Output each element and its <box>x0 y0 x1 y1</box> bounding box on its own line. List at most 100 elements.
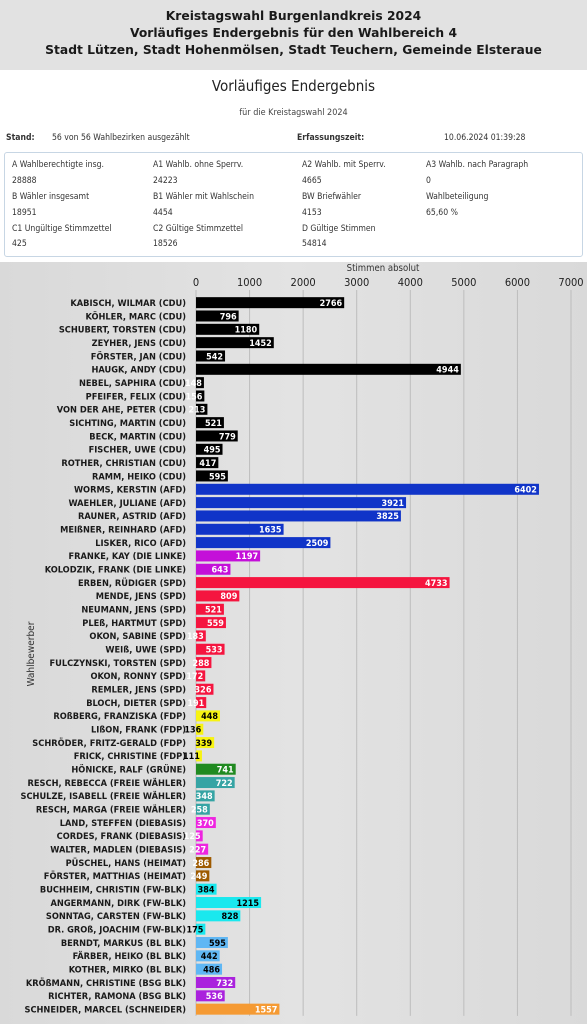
bar-value-label: 1557 <box>255 1005 278 1015</box>
x-tick-label: 5000 <box>451 276 476 289</box>
x-axis-label: Stimmen absolut <box>347 263 420 274</box>
bar-value-label: 1197 <box>236 552 259 562</box>
candidate-label: WORMS, KERSTIN (AFD) <box>74 485 186 496</box>
x-tick-label: 2000 <box>291 276 316 289</box>
candidate-label: FRANKE, KAY (DIE LINKE) <box>68 551 186 562</box>
bar-value-label: 288 <box>193 659 210 669</box>
bar-value-label: 533 <box>206 646 223 656</box>
candidate-label: FÖRSTER, JAN (CDU) <box>91 351 187 362</box>
stat-value: 54814 <box>302 239 327 249</box>
x-tick-label: 1000 <box>237 276 262 289</box>
x-tick-label: 0 <box>193 276 199 289</box>
candidate-label: SONNTAG, CARSTEN (FW-BLK) <box>46 911 186 922</box>
stat-label: B Wähler insgesamt <box>12 192 90 202</box>
candidate-label: PFEIFER, FELIX (CDU) <box>86 391 187 402</box>
stat-label: BW Briefwähler <box>302 192 362 202</box>
x-tick-label: 6000 <box>505 276 530 289</box>
result-summary-panel: Vorläufiges Endergebnis für die Kreistag… <box>0 70 587 262</box>
bar-value-label: 384 <box>198 885 215 895</box>
stats-box: A Wahlberechtigte insg. 28888 A1 Wahlb. … <box>4 152 583 257</box>
bar-value-label: 326 <box>195 686 212 696</box>
bar <box>196 790 215 802</box>
bar <box>196 910 241 922</box>
bar <box>196 470 228 482</box>
x-tick-label: 3000 <box>344 276 369 289</box>
bar-value-label: 2509 <box>306 539 329 549</box>
candidate-labels: KABISCH, WILMAR (CDU) KÖHLER, MARC (CDU) S… <box>21 298 187 1015</box>
bar-value-label: 183 <box>187 632 204 642</box>
candidate-label: ZEYHER, JENS (CDU) <box>92 338 187 349</box>
bar <box>196 363 461 375</box>
candidate-label: KRÖßMANN, CHRISTINE (BSG BLK) <box>26 978 186 989</box>
bar-value-label: 175 <box>186 925 203 935</box>
bar <box>196 323 260 335</box>
bar-value-label: 258 <box>191 806 208 816</box>
bar <box>196 937 228 949</box>
candidate-label: VON DER AHE, PETER (CDU) <box>57 405 186 416</box>
stat-value: 18526 <box>153 239 178 249</box>
stand-value: 56 von 56 Wahlbezirken ausgezählt <box>52 133 190 143</box>
bar <box>196 897 262 909</box>
bar <box>196 350 226 362</box>
bar <box>196 577 450 589</box>
stat-value: 4665 <box>302 176 322 186</box>
stat-label: A1 Wahlb. ohne Sperrv. <box>153 160 244 170</box>
bar-value-label: 828 <box>221 912 238 922</box>
bar-value-label: 536 <box>206 992 223 1002</box>
candidate-label: WAEHLER, JULIANE (AFD) <box>68 498 186 509</box>
candidate-label: LAND, STEFFEN (DIEBASIS) <box>60 818 186 829</box>
bar-value-label: 2766 <box>320 299 343 309</box>
bar <box>196 337 274 349</box>
candidate-label: FULCZYNSKI, TORSTEN (SPD) <box>49 658 186 669</box>
bar-value-label: 643 <box>212 566 229 576</box>
bar-value-label: 1452 <box>249 339 272 349</box>
candidate-label: NEBEL, SAPHIRA (CDU) <box>79 378 186 389</box>
candidate-label: ANGERMANN, DIRK (FW-BLK) <box>51 898 187 909</box>
bar <box>196 670 206 682</box>
header-region: Stadt Lützen, Stadt Hohenmölsen, Stadt T… <box>45 43 542 57</box>
bar <box>196 697 207 709</box>
bar <box>196 417 224 429</box>
bar <box>196 537 331 549</box>
candidate-label: BLOCH, DIETER (SPD) <box>86 698 186 709</box>
candidate-label: SCHUBERT, TORSTEN (CDU) <box>59 325 186 336</box>
candidate-label: KOTHER, MIRKO (BL BLK) <box>69 964 187 975</box>
candidate-label: KABISCH, WILMAR (CDU) <box>70 298 186 309</box>
bar <box>196 737 215 749</box>
candidate-votes-bar-chart: 0 1000 2000 3000 4000 5000 6000 7000 Stimmen ab… <box>21 263 584 1016</box>
bar <box>196 590 240 602</box>
stat-label: B1 Wähler mit Wahlschein <box>153 192 254 202</box>
bar <box>196 403 208 415</box>
candidate-label: LISKER, RICO (AFD) <box>95 538 186 549</box>
candidate-label: KÖHLER, MARC (CDU) <box>85 311 186 322</box>
bar-value-label: 796 <box>220 312 237 322</box>
bar <box>196 510 401 522</box>
bar <box>196 657 212 669</box>
bar <box>196 523 284 535</box>
x-tick-label: 7000 <box>558 276 583 289</box>
bar-value-label: 809 <box>220 592 237 602</box>
bar-value-label: 521 <box>205 419 222 429</box>
candidate-label: HAUGK, ANDY (CDU) <box>91 365 186 376</box>
bar <box>196 563 231 575</box>
candidate-label: DR. GROß, JOACHIM (FW-BLK) <box>48 924 186 935</box>
bar <box>196 870 210 882</box>
candidate-label: MEIßNER, REINHARD (AFD) <box>60 525 186 536</box>
candidate-label: FISCHER, UWE (CDU) <box>89 445 187 456</box>
candidate-label: PLEß, HARTMUT (SPD) <box>82 618 186 629</box>
bar <box>196 377 204 389</box>
stat-label: A3 Wahlb. nach Paragraph <box>426 160 529 170</box>
bar-value-label: 442 <box>201 952 218 962</box>
stat-value: 4454 <box>153 208 173 218</box>
candidate-label: FÄRBER, HEIKO (BL BLK) <box>73 951 187 962</box>
bar-value-label: 6402 <box>514 486 537 496</box>
bar-value-label: 213 <box>189 406 206 416</box>
bar-value-label: 595 <box>209 939 226 949</box>
x-axis-ticks: 0 1000 2000 3000 4000 5000 6000 7000 <box>193 276 584 289</box>
bar-value-label: 1215 <box>237 899 260 909</box>
bar-value-label: 286 <box>192 859 209 869</box>
bar-value-label: 417 <box>199 459 216 469</box>
candidate-label: WEIß, UWE (SPD) <box>105 645 186 656</box>
bar <box>196 430 238 442</box>
stat-label: A2 Wahlb. mit Sperrv. <box>302 160 386 170</box>
